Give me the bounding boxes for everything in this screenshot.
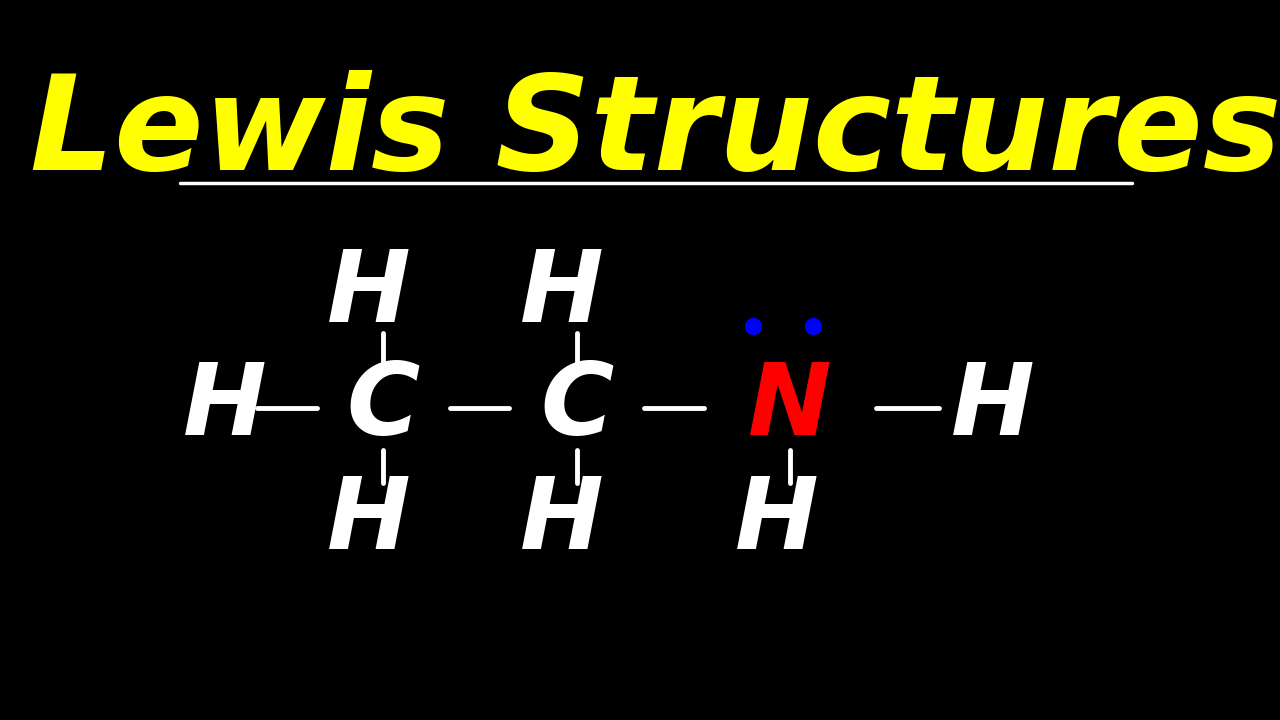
Point [742, 320, 763, 332]
Text: H: H [520, 473, 604, 570]
Text: C: C [347, 359, 420, 456]
Text: H: H [326, 246, 410, 343]
Text: C: C [540, 359, 613, 456]
Text: H: H [183, 359, 266, 456]
Text: H: H [326, 473, 410, 570]
Text: N: N [748, 359, 832, 456]
Text: H: H [735, 473, 819, 570]
Point [803, 320, 823, 332]
Text: H: H [520, 246, 604, 343]
Text: Lewis Structures: Lewis Structures [31, 70, 1280, 197]
Text: H: H [951, 359, 1036, 456]
